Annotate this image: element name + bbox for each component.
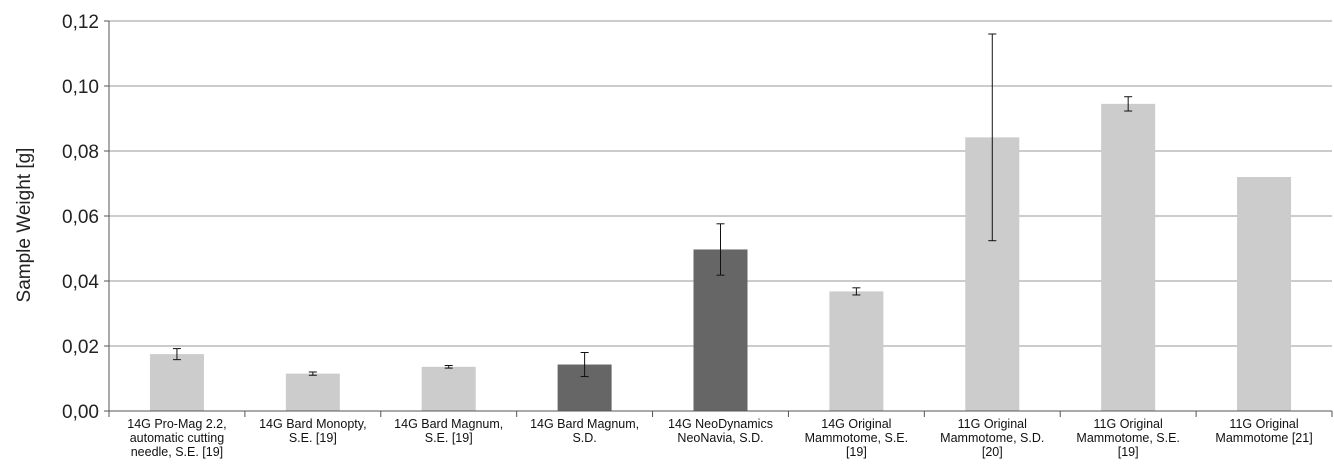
bars: [149, 103, 1292, 411]
x-category-label: 11G Original Mammotome, S.E. [19]: [1076, 417, 1180, 459]
x-category-label: 11G Original Mammotome, S.D. [20]: [940, 417, 1044, 459]
bar: [1101, 103, 1156, 411]
x-category-label: 14G Bard Magnum, S.E. [19]: [394, 417, 503, 445]
bar: [421, 366, 476, 411]
error-bars: [172, 33, 1133, 378]
y-tick-labels: 0,00 0,02 0,04 0,06 0,08 0,10 0,12: [62, 12, 99, 423]
x-category-label: 14G Bard Monopty, S.E. [19]: [259, 417, 366, 445]
y-tick-label: 0,06: [62, 207, 99, 228]
x-category-label: 14G NeoDynamics NeoNavia, S.D.: [668, 417, 773, 445]
x-category-label: 14G Pro-Mag 2.2, automatic cutting needle,…: [127, 417, 226, 459]
y-tick-label: 0,00: [62, 402, 99, 423]
x-category-label: 14G Original Mammotome, S.E. [19]: [805, 417, 909, 459]
y-tick-label: 0,10: [62, 77, 99, 98]
y-axis-title: Sample Weight [g]: [14, 148, 35, 303]
bar: [693, 249, 748, 411]
y-tick-label: 0,12: [62, 12, 99, 33]
bar: [1237, 177, 1292, 411]
bar: [829, 291, 884, 411]
axes: [108, 21, 1333, 417]
y-tick-label: 0,04: [62, 272, 99, 293]
x-category-label: 14G Bard Magnum, S.D.: [530, 417, 639, 445]
x-category-labels: 14G Pro-Mag 2.2, automatic cutting needle,…: [127, 417, 1312, 459]
y-tick-label: 0,02: [62, 337, 99, 358]
bar: [149, 354, 204, 411]
x-category-label: 11G Original Mammotome [21]: [1215, 417, 1312, 445]
bar: [285, 373, 340, 411]
y-tick-label: 0,08: [62, 142, 99, 163]
